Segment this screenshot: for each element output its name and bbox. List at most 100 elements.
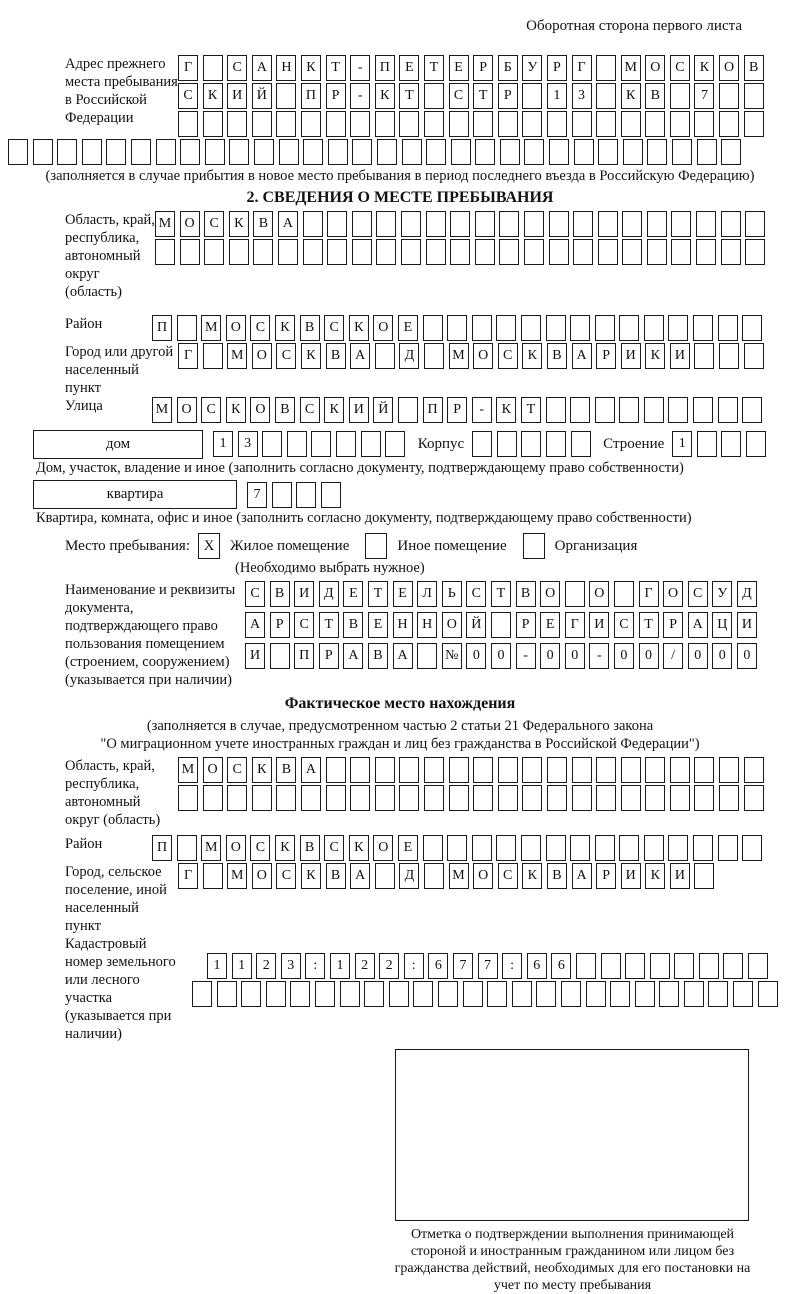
- char-cell[interactable]: К: [348, 835, 369, 861]
- char-cell[interactable]: [575, 953, 596, 979]
- char-cell[interactable]: И: [348, 397, 369, 423]
- char-cell[interactable]: [643, 835, 664, 861]
- char-cell[interactable]: [523, 211, 544, 237]
- char-cell[interactable]: [417, 643, 438, 669]
- char-cell[interactable]: [202, 111, 223, 137]
- char-cell[interactable]: [487, 981, 508, 1007]
- char-cell[interactable]: :: [403, 953, 424, 979]
- char-cell[interactable]: [423, 83, 444, 109]
- char-cell[interactable]: [545, 431, 566, 457]
- char-cell[interactable]: А: [251, 55, 272, 81]
- char-cell[interactable]: [596, 757, 617, 783]
- char-cell[interactable]: О: [589, 581, 610, 607]
- char-cell[interactable]: [622, 239, 643, 265]
- char-cell[interactable]: [423, 111, 444, 137]
- char-cell[interactable]: -: [589, 643, 610, 669]
- char-cell[interactable]: С: [178, 83, 198, 109]
- char-cell[interactable]: [524, 139, 545, 165]
- char-cell[interactable]: К: [522, 863, 543, 889]
- char-cell[interactable]: [698, 953, 719, 979]
- char-cell[interactable]: Г: [178, 863, 198, 889]
- char-cell[interactable]: К: [300, 343, 321, 369]
- char-cell[interactable]: [571, 111, 592, 137]
- char-cell[interactable]: В: [546, 863, 567, 889]
- char-cell[interactable]: [570, 397, 591, 423]
- char-cell[interactable]: [573, 139, 594, 165]
- char-cell[interactable]: С: [250, 835, 271, 861]
- char-cell[interactable]: [594, 397, 615, 423]
- char-cell[interactable]: В: [299, 315, 320, 341]
- char-cell[interactable]: [669, 111, 690, 137]
- char-cell[interactable]: [423, 785, 444, 811]
- char-cell[interactable]: К: [522, 343, 543, 369]
- char-cell[interactable]: [327, 139, 348, 165]
- char-cell[interactable]: [276, 785, 297, 811]
- char-cell[interactable]: [180, 139, 201, 165]
- char-cell[interactable]: [596, 55, 617, 81]
- char-cell[interactable]: С: [227, 757, 248, 783]
- char-cell[interactable]: О: [373, 835, 394, 861]
- char-cell[interactable]: 3: [237, 431, 258, 457]
- char-cell[interactable]: [596, 83, 617, 109]
- char-cell[interactable]: -: [515, 643, 536, 669]
- char-cell[interactable]: [499, 139, 520, 165]
- char-cell[interactable]: К: [274, 315, 295, 341]
- char-cell[interactable]: 1: [672, 431, 693, 457]
- char-cell[interactable]: А: [350, 863, 371, 889]
- char-cell[interactable]: [325, 111, 346, 137]
- char-cell[interactable]: [376, 239, 397, 265]
- char-cell[interactable]: [192, 981, 212, 1007]
- char-cell[interactable]: С: [669, 55, 690, 81]
- char-cell[interactable]: [598, 139, 619, 165]
- char-cell[interactable]: К: [300, 863, 321, 889]
- char-cell[interactable]: 6: [526, 953, 547, 979]
- char-cell[interactable]: [720, 239, 741, 265]
- char-cell[interactable]: [241, 981, 262, 1007]
- char-cell[interactable]: [649, 953, 670, 979]
- char-cell[interactable]: [351, 239, 372, 265]
- char-cell[interactable]: Т: [367, 581, 388, 607]
- char-cell[interactable]: Р: [447, 397, 468, 423]
- char-cell[interactable]: И: [227, 83, 248, 109]
- char-cell[interactable]: Д: [399, 343, 420, 369]
- char-cell[interactable]: [155, 239, 175, 265]
- char-cell[interactable]: Г: [638, 581, 659, 607]
- char-cell[interactable]: [717, 397, 738, 423]
- char-cell[interactable]: 1: [207, 953, 227, 979]
- char-cell[interactable]: П: [300, 83, 321, 109]
- char-cell[interactable]: С: [687, 581, 708, 607]
- char-cell[interactable]: П: [374, 55, 395, 81]
- char-cell[interactable]: [671, 239, 692, 265]
- char-cell[interactable]: [350, 785, 371, 811]
- char-cell[interactable]: [659, 981, 680, 1007]
- char-cell[interactable]: С: [201, 397, 222, 423]
- char-cell[interactable]: [499, 211, 520, 237]
- char-cell[interactable]: [696, 239, 717, 265]
- char-cell[interactable]: [106, 139, 127, 165]
- char-cell[interactable]: У: [522, 55, 543, 81]
- char-cell[interactable]: В: [253, 211, 274, 237]
- char-cell[interactable]: [743, 757, 764, 783]
- char-cell[interactable]: [594, 315, 615, 341]
- char-cell[interactable]: [564, 581, 585, 607]
- char-cell[interactable]: :: [502, 953, 523, 979]
- char-cell[interactable]: [374, 785, 395, 811]
- char-cell[interactable]: М: [620, 55, 641, 81]
- char-cell[interactable]: [202, 55, 223, 81]
- char-cell[interactable]: [473, 785, 494, 811]
- char-cell[interactable]: 2: [354, 953, 375, 979]
- char-cell[interactable]: [473, 757, 494, 783]
- char-cell[interactable]: [302, 239, 323, 265]
- char-cell[interactable]: [448, 785, 469, 811]
- char-cell[interactable]: 7: [477, 953, 498, 979]
- char-cell[interactable]: Г: [178, 55, 198, 81]
- char-cell[interactable]: [474, 239, 495, 265]
- char-cell[interactable]: А: [300, 757, 321, 783]
- char-cell[interactable]: Т: [325, 55, 346, 81]
- char-cell[interactable]: С: [299, 397, 320, 423]
- checkbox-zhiloe[interactable]: X: [198, 533, 220, 559]
- char-cell[interactable]: С: [448, 83, 469, 109]
- char-cell[interactable]: О: [202, 757, 223, 783]
- char-cell[interactable]: К: [225, 397, 246, 423]
- char-cell[interactable]: Н: [417, 612, 438, 638]
